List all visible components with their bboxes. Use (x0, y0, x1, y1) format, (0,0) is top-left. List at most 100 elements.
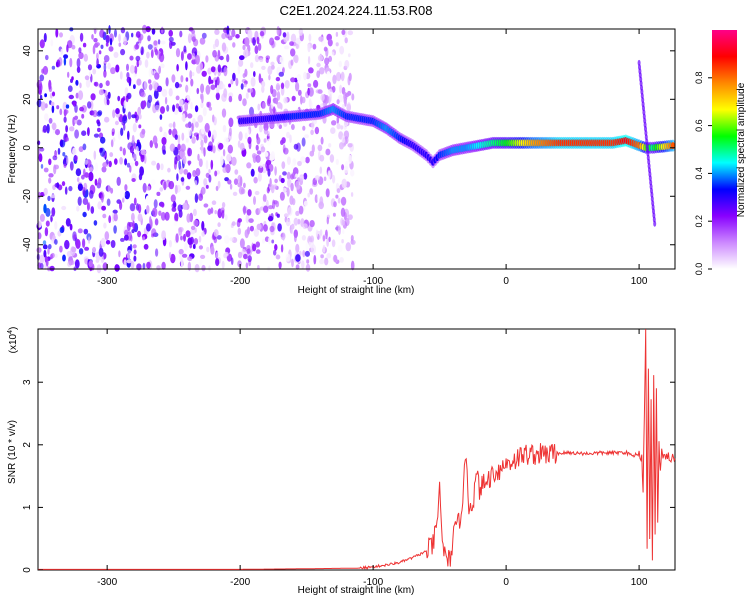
spectrogram-noise-cell (71, 246, 77, 253)
spectrogram-noise-cell (257, 103, 261, 111)
snr-x-tick-label: 0 (503, 577, 509, 588)
spectrogram-noise-cell (282, 232, 285, 241)
spectrogram-noise-cell (178, 160, 182, 170)
spectrogram-noise-cell (114, 29, 117, 38)
spectrogram-noise-cell (227, 144, 233, 154)
spectrogram-noise-cell (97, 201, 102, 210)
spectrogram-noise-cell (239, 238, 245, 249)
spectrogram-noise-cell (287, 178, 292, 188)
spectrogram-noise-cell (253, 71, 256, 77)
spectrogram-noise-cell (295, 180, 301, 190)
spectrogram-noise-cell (217, 180, 221, 189)
spectrogram-noise-cell (253, 176, 258, 184)
spectrogram-noise-cell (341, 178, 347, 189)
spectrogram-noise-cell (63, 109, 67, 117)
spectrogram-noise-cell (322, 235, 326, 242)
spectrogram-noise-cell (237, 251, 243, 259)
spectrogram-noise-cell (201, 220, 205, 231)
spectrogram-noise-cell (175, 233, 179, 243)
spectrogram-noise-cell (168, 251, 172, 259)
snr-y-ticks: 0 1 2 3 (22, 379, 675, 573)
spectrogram-noise-cell (335, 71, 342, 82)
spectrogram-noise-cell (82, 211, 87, 218)
spectrogram-noise-cell (142, 236, 146, 241)
spectrogram-noise-cell (329, 154, 335, 163)
spectrogram-noise-cell (343, 165, 349, 174)
spectrogram-noise-cell (200, 83, 205, 94)
spectrogram-noise-cell (259, 31, 265, 37)
spectrogram-noise-cell (123, 36, 127, 46)
spectrogram-noise-cell (170, 194, 176, 203)
spectrogram-noise-cell (207, 67, 212, 75)
spectrogram-noise-cell (43, 167, 49, 173)
spectrogram-noise-cell (160, 63, 165, 69)
spectrogram-noise-cell (187, 33, 192, 44)
spectrogram-noise-cell (203, 203, 209, 208)
spectrogram-noise-cell (152, 80, 158, 90)
spectrogram-noise-cell (57, 147, 61, 155)
spectrogram-noise-cell (114, 264, 119, 271)
spectrogram-noise-cell (100, 136, 106, 144)
spectrogram-noise-cell (308, 87, 314, 97)
spectrogram-noise-cell (244, 37, 250, 47)
spectrogram-noise-cell (298, 250, 302, 257)
spectrogram-y-tick-label: -20 (22, 189, 33, 204)
spectrogram-noise-cell (138, 59, 142, 66)
spectrogram-noise-cell (274, 166, 277, 176)
spectrogram-noise-cell (228, 127, 232, 137)
spectrogram-noise-cell (39, 94, 43, 100)
spectrogram-noise-cell (339, 257, 344, 263)
spectrogram-noise-cell (167, 167, 171, 173)
spectrogram-noise-cell (278, 124, 282, 129)
spectrogram-noise-cell (51, 91, 56, 97)
spectrogram-noise-cell (192, 170, 197, 177)
spectrogram-noise-cell (268, 205, 274, 210)
spectrogram-noise-cell (304, 134, 309, 139)
spectrogram-noise-cell (62, 254, 66, 262)
spectrogram-noise-cell (348, 53, 351, 58)
spectrogram-noise-cell (257, 42, 262, 52)
spectrogram-noise-cell (281, 161, 286, 170)
spectrogram-ridge-layer (237, 59, 676, 227)
spectrogram-noise-cell (81, 174, 85, 180)
spectrogram-noise-cell (37, 140, 41, 146)
spectrogram-noise-cell (74, 259, 80, 269)
spectrogram-noise-cell (169, 143, 176, 152)
spectrogram-noise-cell (267, 215, 274, 222)
spectrogram-noise-cell (258, 124, 263, 133)
spectrogram-noise-cell (343, 130, 350, 139)
spectrogram-noise-cell (92, 45, 96, 55)
spectrogram-noise-cell (307, 43, 311, 53)
svg-text:(x104): (x104) (7, 327, 19, 354)
spectrogram-noise-cell (185, 77, 189, 82)
spectrogram-noise-cell (324, 257, 329, 266)
spectrogram-noise-cell (148, 79, 152, 84)
spectrogram-noise-cell (224, 251, 229, 257)
spectrogram-noise-cell (189, 70, 193, 80)
spectrogram-noise-cell (135, 145, 139, 156)
spectrogram-noise-cell (240, 83, 244, 90)
spectrogram-noise-cell (124, 184, 128, 192)
spectrogram-noise-cell (143, 243, 149, 250)
spectrogram-noise-cell (111, 128, 116, 135)
spectrogram-noise-cell (207, 145, 213, 152)
spectrogram-noise-cell (144, 80, 147, 90)
spectrogram-noise-cell (181, 253, 188, 258)
spectrogram-noise-cell (43, 203, 47, 214)
spectrogram-noise-cell (161, 202, 165, 208)
spectrogram-noise-cell (112, 109, 116, 119)
spectrogram-noise-cell (187, 237, 193, 245)
spectrogram-noise-cell (332, 174, 336, 184)
spectrogram-noise-cell (67, 40, 73, 49)
spectrogram-noise-cell (150, 179, 156, 186)
spectrogram-noise-cell (74, 118, 78, 124)
spectrogram-noise-cell (327, 170, 331, 180)
spectrogram-noise-cell (269, 37, 275, 46)
spectrogram-noise-cell (307, 192, 311, 198)
spectrogram-noise-cell (106, 94, 109, 102)
spectrogram-noise-cell (94, 178, 98, 186)
spectrogram-noise-cell (109, 152, 114, 158)
spectrogram-noise-cell (75, 239, 81, 249)
spectrogram-noise-cell (324, 57, 330, 66)
spectrogram-noise-cell (51, 122, 57, 131)
